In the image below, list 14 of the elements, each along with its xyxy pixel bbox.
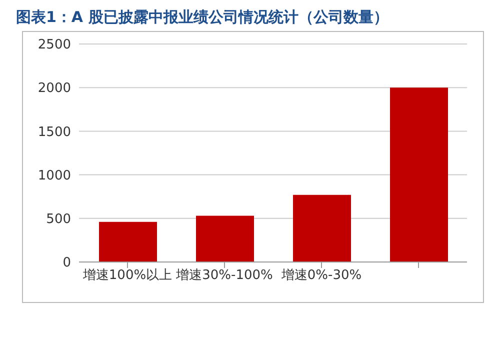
y-tick-label: 500	[46, 212, 71, 228]
y-tick-label: 1000	[38, 168, 71, 184]
bar	[99, 222, 157, 262]
y-tick-label: 0	[62, 256, 71, 271]
chart-title: 图表1：A 股已披露中报业绩公司情况统计（公司数量）	[16, 8, 390, 27]
bar	[196, 216, 254, 262]
y-tick-label: 1500	[38, 124, 71, 140]
bar	[390, 88, 448, 262]
x-tick-label: 增速100%以上	[82, 268, 172, 284]
y-tick-label: 2000	[38, 81, 71, 96]
y-tick-label: 2500	[38, 38, 71, 53]
bar	[293, 194, 351, 262]
x-tick-label: 增速0%-30%	[280, 268, 362, 284]
x-tick-label: 增速30%-100%	[175, 268, 273, 284]
